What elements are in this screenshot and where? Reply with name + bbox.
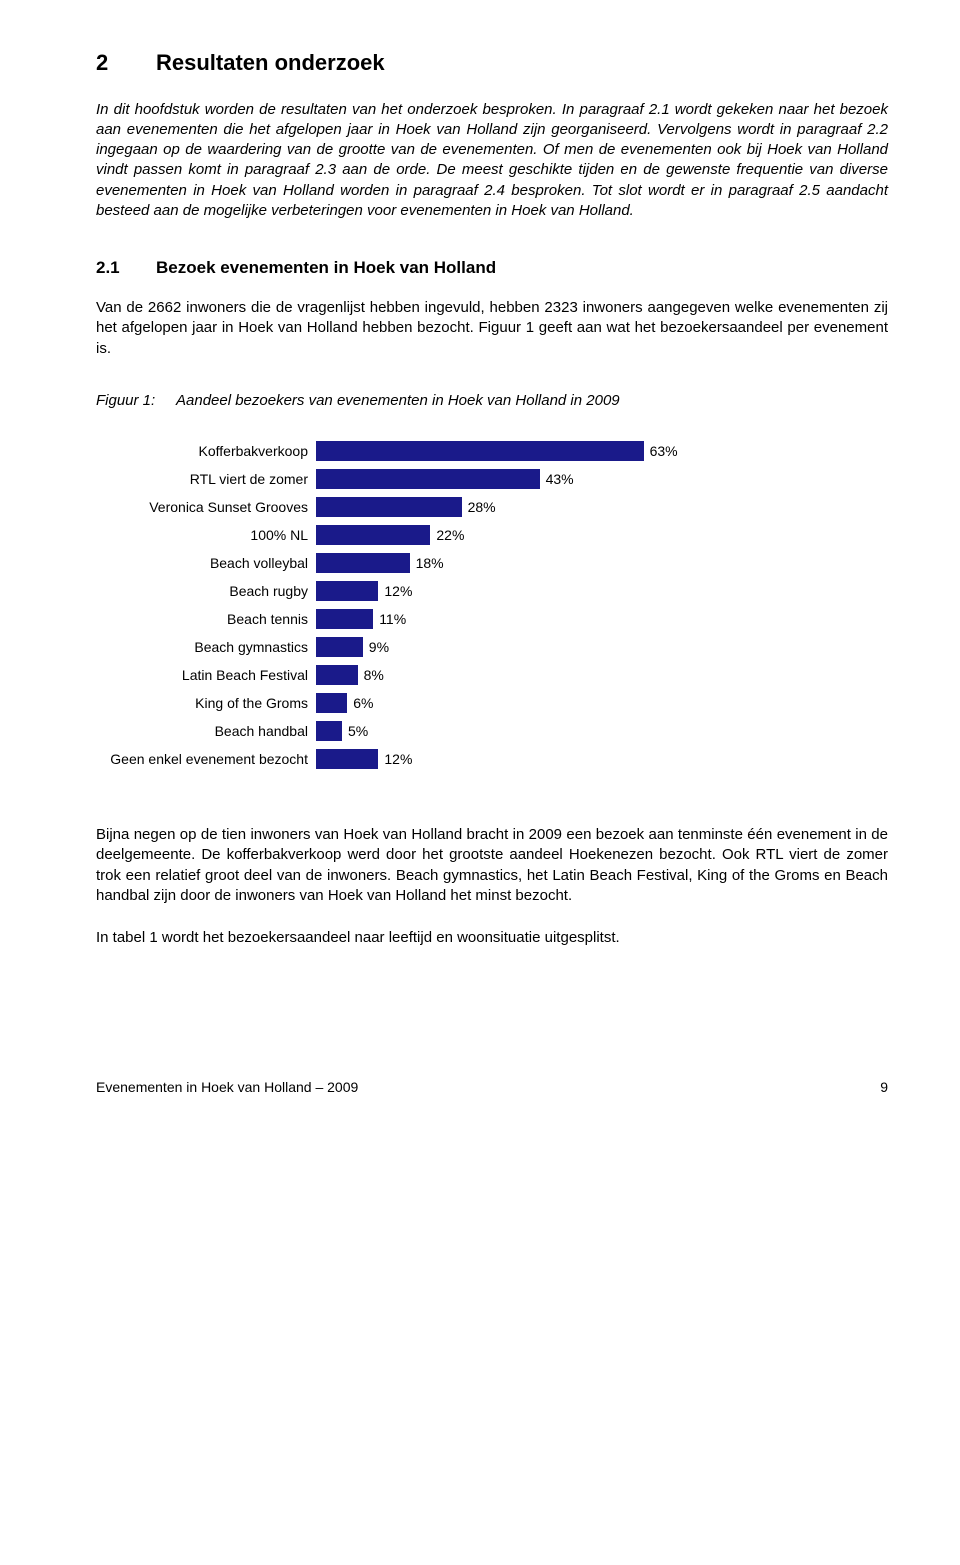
chart-bar	[316, 553, 410, 573]
chart-row: Latin Beach Festival 8%	[106, 663, 888, 687]
chart-row: Veronica Sunset Grooves 28%	[106, 495, 888, 519]
chart-bar-area: 43%	[316, 469, 888, 489]
chart-bar	[316, 721, 342, 741]
subsection-heading: 2.1 Bezoek evenementen in Hoek van Holla…	[96, 257, 888, 280]
chart-row-label: Beach rugby	[106, 582, 316, 601]
chart-row: Beach handbal 5%	[106, 719, 888, 743]
chart-bar	[316, 469, 540, 489]
section-number: 2	[96, 48, 156, 78]
chart-value: 63%	[650, 442, 678, 461]
chart-row: Beach volleybal 18%	[106, 551, 888, 575]
subsection-title: Bezoek evenementen in Hoek van Holland	[156, 257, 496, 280]
chart-row-label: Beach handbal	[106, 722, 316, 741]
section-heading: 2 Resultaten onderzoek	[96, 48, 888, 78]
subsection-intro: Van de 2662 inwoners die de vragenlijst …	[96, 298, 888, 359]
chart-row-label: Beach tennis	[106, 610, 316, 629]
chart-bar	[316, 693, 347, 713]
chart-row: Beach tennis 11%	[106, 607, 888, 631]
chart-bar-area: 11%	[316, 609, 888, 629]
chart-row: Beach rugby 12%	[106, 579, 888, 603]
chart-row: Kofferbakverkoop 63%	[106, 439, 888, 463]
bar-chart: Kofferbakverkoop 63% RTL viert de zomer 43%…	[106, 439, 888, 771]
chart-row: King of the Groms 6%	[106, 691, 888, 715]
chart-row: RTL viert de zomer 43%	[106, 467, 888, 491]
figure-label: Figuur 1:	[96, 391, 176, 411]
footer-page-number: 9	[880, 1078, 888, 1097]
chart-bar	[316, 637, 363, 657]
chart-bar	[316, 665, 358, 685]
chart-value: 22%	[436, 526, 464, 545]
chart-row: Geen enkel evenement bezocht 12%	[106, 747, 888, 771]
chart-row-label: Geen enkel evenement bezocht	[106, 750, 316, 769]
chart-value: 9%	[369, 638, 389, 657]
chart-bar	[316, 749, 378, 769]
chart-row-label: RTL viert de zomer	[106, 470, 316, 489]
chart-bar-area: 12%	[316, 749, 888, 769]
page-footer: Evenementen in Hoek van Holland – 2009 9	[96, 1078, 888, 1097]
chart-value: 12%	[384, 582, 412, 601]
chart-bar	[316, 609, 373, 629]
chart-row-label: Beach gymnastics	[106, 638, 316, 657]
chart-value: 8%	[364, 666, 384, 685]
chart-row-label: Veronica Sunset Grooves	[106, 498, 316, 517]
chart-row: 100% NL 22%	[106, 523, 888, 547]
chart-value: 5%	[348, 722, 368, 741]
chart-bar	[316, 497, 462, 517]
chart-bar-area: 8%	[316, 665, 888, 685]
footer-left: Evenementen in Hoek van Holland – 2009	[96, 1078, 358, 1097]
chart-bar-area: 18%	[316, 553, 888, 573]
intro-paragraph: In dit hoofdstuk worden de resultaten va…	[96, 100, 888, 222]
chart-bar-area: 6%	[316, 693, 888, 713]
chart-bar	[316, 525, 430, 545]
chart-bar-area: 63%	[316, 441, 888, 461]
figure-caption: Figuur 1: Aandeel bezoekers van evenemen…	[96, 391, 888, 411]
chart-bar-area: 9%	[316, 637, 888, 657]
chart-bar-area: 28%	[316, 497, 888, 517]
closing-paragraph-1: Bijna negen op de tien inwoners van Hoek…	[96, 825, 888, 906]
chart-row-label: King of the Groms	[106, 694, 316, 713]
chart-row: Beach gymnastics 9%	[106, 635, 888, 659]
chart-bar-area: 22%	[316, 525, 888, 545]
chart-bar	[316, 581, 378, 601]
chart-value: 18%	[416, 554, 444, 573]
chart-row-label: Latin Beach Festival	[106, 666, 316, 685]
chart-bar-area: 12%	[316, 581, 888, 601]
subsection-number: 2.1	[96, 257, 156, 280]
chart-value: 43%	[546, 470, 574, 489]
chart-value: 6%	[353, 694, 373, 713]
chart-value: 11%	[379, 610, 406, 629]
figure-title: Aandeel bezoekers van evenementen in Hoe…	[176, 391, 620, 411]
chart-value: 28%	[468, 498, 496, 517]
chart-row-label: Beach volleybal	[106, 554, 316, 573]
chart-bar	[316, 441, 644, 461]
closing-paragraph-2: In tabel 1 wordt het bezoekersaandeel na…	[96, 928, 888, 948]
chart-row-label: 100% NL	[106, 526, 316, 545]
chart-bar-area: 5%	[316, 721, 888, 741]
chart-value: 12%	[384, 750, 412, 769]
chart-row-label: Kofferbakverkoop	[106, 442, 316, 461]
section-title: Resultaten onderzoek	[156, 48, 385, 78]
